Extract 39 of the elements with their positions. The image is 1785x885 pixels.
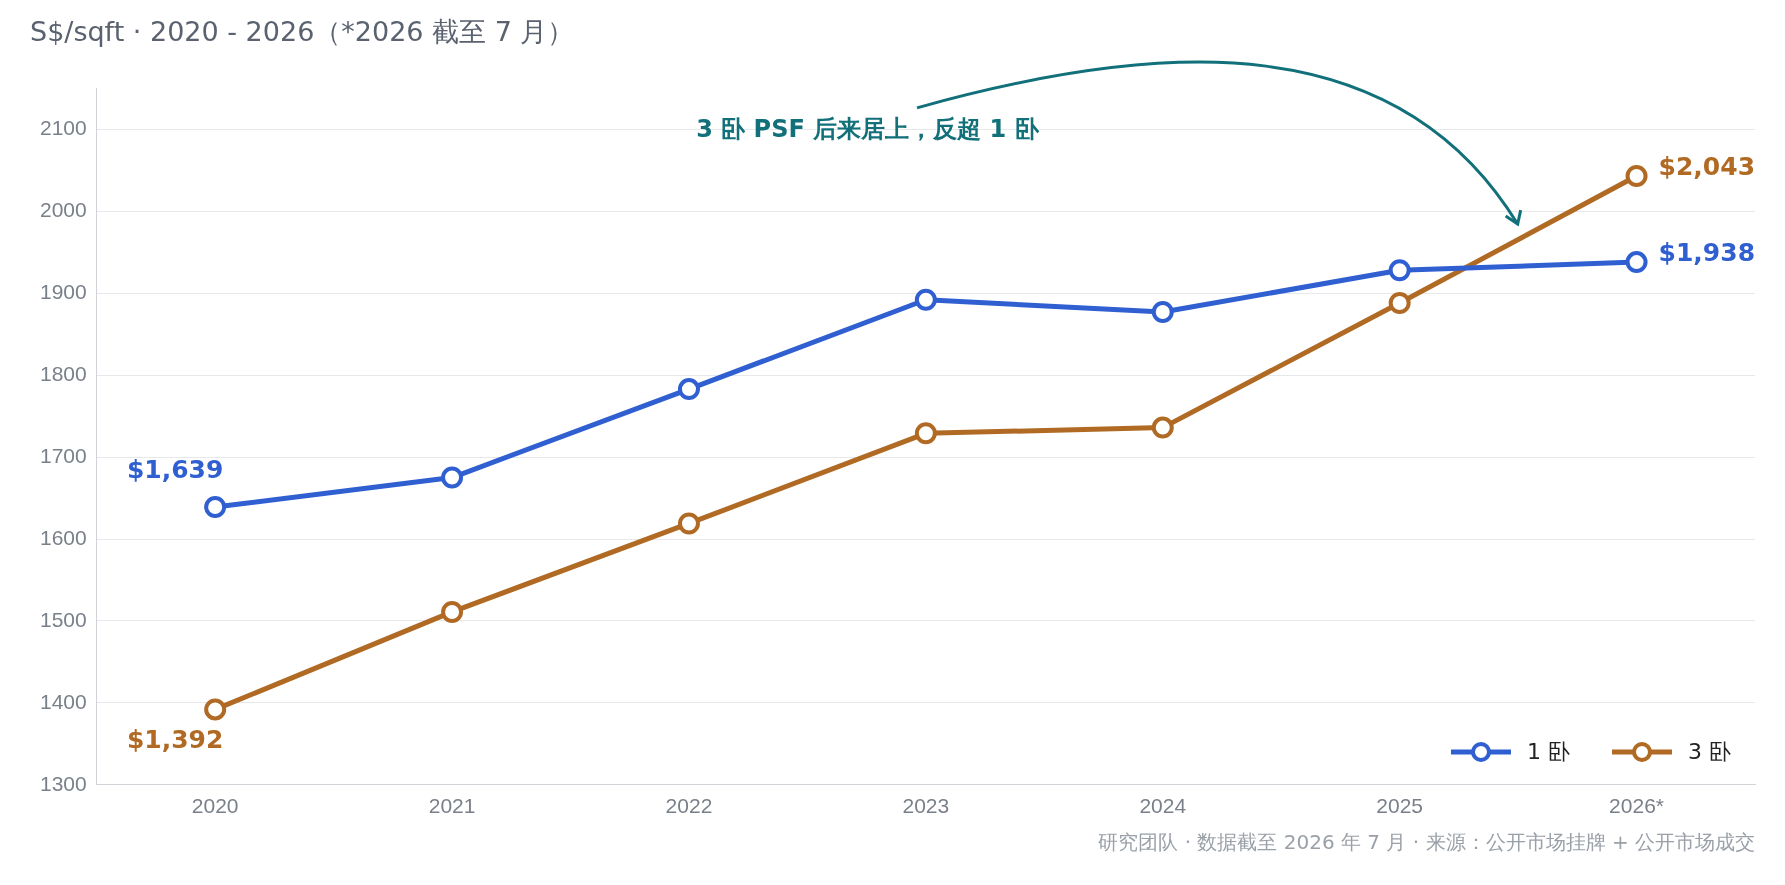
y-tick-label: 1300 xyxy=(40,771,87,795)
legend-label: 3 卧 xyxy=(1688,737,1731,766)
chart-title: S$/sqft · 2020 - 2026（*2026 截至 7 月） xyxy=(30,16,575,48)
data-label: $1,938 xyxy=(1658,237,1756,267)
x-tick-label: 2023 xyxy=(902,794,950,818)
data-label: $1,639 xyxy=(126,454,224,484)
point xyxy=(1625,251,1648,274)
y-tick-label: 1400 xyxy=(40,689,87,713)
y-tick-label: 1700 xyxy=(40,443,87,467)
y-tick-label: 2100 xyxy=(40,116,87,140)
y-tick-label: 1800 xyxy=(40,361,87,385)
point xyxy=(441,600,464,623)
y-tick-label: 2000 xyxy=(40,198,87,222)
data-label: $1,392 xyxy=(126,724,224,754)
x-tick-label: 2024 xyxy=(1139,794,1187,818)
x-tick-label: 2021 xyxy=(428,794,476,818)
text: 研究团队 · 数据截至 2026 年 7 月 · 来源：公开市场挂牌 + 公开市场成交 xyxy=(1098,828,1755,856)
point xyxy=(1151,301,1174,324)
x-tick-label: 2020 xyxy=(191,794,239,818)
point xyxy=(1625,165,1648,188)
y-tick-label: 1600 xyxy=(40,525,87,549)
y-tick-label: 1500 xyxy=(40,607,87,631)
data-label: $2,043 xyxy=(1658,151,1756,181)
x-tick-label: 2025 xyxy=(1376,794,1424,818)
point xyxy=(914,422,937,445)
point xyxy=(1151,416,1174,439)
x-tick-label: 2022 xyxy=(665,794,713,818)
point xyxy=(441,466,464,489)
point xyxy=(1388,292,1411,315)
point xyxy=(204,698,227,721)
point xyxy=(677,512,700,535)
point xyxy=(204,496,227,519)
annotation: 3 卧 PSF 后来居上，反超 1 卧 xyxy=(696,114,1039,146)
point xyxy=(677,378,700,401)
y-tick-label: 1900 xyxy=(40,280,87,304)
point xyxy=(1388,259,1411,282)
x-tick-label: 2026* xyxy=(1609,794,1664,818)
point xyxy=(914,288,937,311)
legend-label: 1 卧 xyxy=(1527,737,1570,766)
